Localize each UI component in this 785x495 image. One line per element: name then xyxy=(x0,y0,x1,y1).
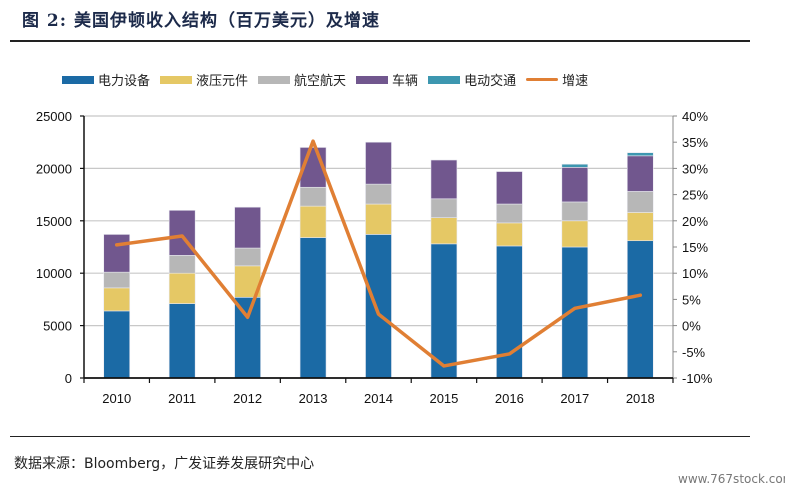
axis-labels: 0 5000 10000 15000 20000 25000 -10% -5% 0% 5% 10% 1… xyxy=(36,109,713,406)
chart-title: 图 2: 美国伊顿收入结构（百万美元）及增速 xyxy=(22,11,380,31)
right-tick-label: 35% xyxy=(682,135,708,150)
right-tick-label: -5% xyxy=(682,345,706,360)
axes xyxy=(80,115,677,383)
right-tick-label: 10% xyxy=(682,266,708,281)
bar-segment xyxy=(496,222,523,247)
x-tick-label: 2011 xyxy=(168,391,196,406)
x-tick-label: 2015 xyxy=(429,391,458,406)
right-tick-label: 20% xyxy=(682,214,708,229)
x-tick-label: 2012 xyxy=(233,391,262,406)
bar-segment xyxy=(496,245,523,379)
bar-segment xyxy=(103,234,131,273)
bar-segment xyxy=(496,171,523,205)
right-tick-label: 5% xyxy=(682,292,701,307)
bar-segment xyxy=(168,272,196,304)
bar-segment xyxy=(168,303,196,379)
legend-label: 增速 xyxy=(562,74,589,89)
bar-segment xyxy=(430,159,458,200)
x-tick-label: 2017 xyxy=(560,391,589,406)
bar-segment xyxy=(626,240,654,379)
bar-segment xyxy=(430,198,458,218)
bar-segment xyxy=(103,310,131,379)
bar-segment xyxy=(626,152,654,157)
source-note: 数据来源：Bloomberg，广发证券发展研究中心 xyxy=(14,456,315,472)
legend-label: 航空航天 xyxy=(294,74,347,89)
bar-segment xyxy=(626,155,654,192)
legend-item: 电力设备 xyxy=(62,70,150,89)
title-divider xyxy=(10,40,750,42)
bar-segment xyxy=(626,191,654,213)
legend-swatch xyxy=(62,75,94,84)
legend-item: 航空航天 xyxy=(258,70,346,89)
right-tick-label: 25% xyxy=(682,188,708,203)
legend-label: 电动交通 xyxy=(464,74,517,89)
bar-segment xyxy=(430,217,458,245)
right-tick-label: 40% xyxy=(682,109,708,124)
bar-segment xyxy=(365,203,392,235)
right-tick-label: 0% xyxy=(682,319,701,334)
left-tick-label: 15000 xyxy=(36,214,72,229)
x-tick-label: 2010 xyxy=(102,391,131,406)
bar-segment xyxy=(496,203,523,224)
right-tick-label: -10% xyxy=(682,371,713,386)
bar-segment xyxy=(365,141,392,185)
bar-segment xyxy=(168,255,196,274)
legend-swatch xyxy=(356,75,389,84)
bar-segment xyxy=(561,201,589,222)
right-tick-label: 30% xyxy=(682,161,708,176)
bar-segment xyxy=(561,220,589,248)
bar-segment xyxy=(234,206,261,249)
right-tick-label: 15% xyxy=(682,240,708,255)
legend-item: 电动交通 xyxy=(428,70,516,89)
legend-item: 增速 xyxy=(526,70,588,89)
bar-segment xyxy=(561,246,589,379)
legend-swatch xyxy=(258,75,291,84)
bar-segment xyxy=(430,243,458,379)
legend-swatch xyxy=(428,75,461,84)
legend-label: 车辆 xyxy=(392,74,419,89)
bar-segment xyxy=(299,186,327,207)
legend-label: 电力设备 xyxy=(98,74,151,89)
footer-divider xyxy=(10,436,750,437)
legend-label: 液压元件 xyxy=(196,74,249,89)
x-tick-label: 2014 xyxy=(364,391,393,406)
bar-segment xyxy=(103,271,131,289)
bar-segment xyxy=(365,234,392,379)
bar-segment xyxy=(299,237,327,379)
left-tick-label: 5000 xyxy=(43,319,72,334)
bar-segment xyxy=(365,183,392,205)
legend-item: 车辆 xyxy=(356,70,418,89)
bar-segment xyxy=(299,205,327,238)
x-tick-label: 2016 xyxy=(495,391,524,406)
legend-swatch xyxy=(526,78,559,81)
bars xyxy=(103,141,654,379)
left-tick-label: 25000 xyxy=(36,109,72,124)
legend-swatch xyxy=(160,75,193,84)
bar-segment xyxy=(561,167,589,203)
x-tick-label: 2018 xyxy=(626,391,655,406)
bar-segment xyxy=(234,247,261,267)
watermark: www.767stock.com xyxy=(678,472,785,486)
bar-segment xyxy=(234,297,261,379)
chart-legend: 电力设备 液压元件 航空航天 车辆 电动交通 增速 xyxy=(62,70,598,89)
growth-line xyxy=(114,139,643,368)
bar-segment xyxy=(626,212,654,242)
left-tick-label: 0 xyxy=(65,371,72,386)
x-tick-label: 2013 xyxy=(299,391,328,406)
bar-segment xyxy=(103,287,131,312)
left-tick-label: 20000 xyxy=(36,161,72,176)
chart-plot: 0 5000 10000 15000 20000 25000 -10% -5% 0% 5% 10% 1… xyxy=(36,109,713,406)
bar-segment xyxy=(561,163,589,168)
left-tick-label: 10000 xyxy=(36,266,72,281)
legend-item: 液压元件 xyxy=(160,70,248,89)
